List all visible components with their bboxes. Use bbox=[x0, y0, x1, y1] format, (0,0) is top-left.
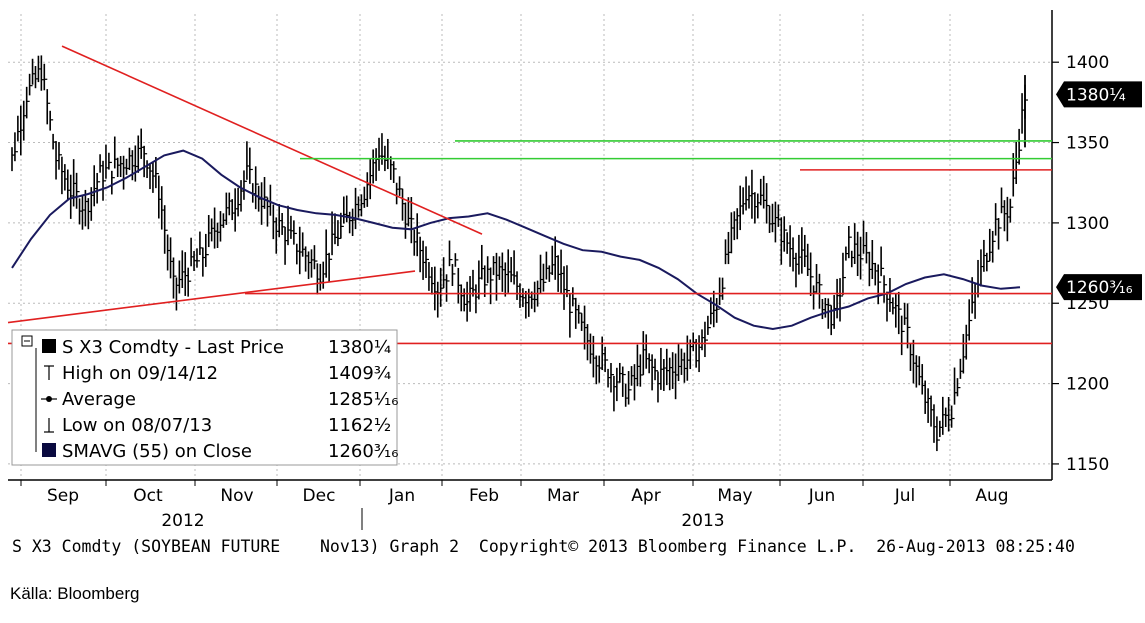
legend-box bbox=[11, 329, 398, 466]
x-tick-label: Mar bbox=[547, 486, 579, 506]
legend-value: 1409¾ bbox=[328, 363, 391, 384]
plot-frame bbox=[8, 10, 1053, 481]
x-tick-label: Jan bbox=[388, 486, 415, 506]
sma-line bbox=[11, 149, 1021, 331]
sma-series bbox=[11, 149, 1021, 331]
price-tag-box bbox=[1056, 274, 1142, 301]
legend: S X3 Comdty - Last Price 1380¼ High on 09/… bbox=[11, 329, 398, 466]
legend-marker-square bbox=[42, 339, 56, 353]
legend-label: High on 09/14/12 bbox=[62, 363, 218, 384]
y-tick-label: 1200 bbox=[1066, 375, 1109, 395]
x-tick-label: Jun bbox=[808, 486, 836, 506]
price-tags: 1380¼ 1260³⁄₁₆ bbox=[1056, 81, 1142, 301]
year-label: 2013 bbox=[681, 511, 724, 531]
y-tick-label: 1300 bbox=[1066, 214, 1109, 234]
trend-line bbox=[61, 45, 483, 235]
x-tick-label: Sep bbox=[47, 486, 79, 506]
x-tick-label: Oct bbox=[133, 486, 163, 506]
x-tick-label: Apr bbox=[631, 486, 660, 506]
legend-collapse-icon bbox=[21, 335, 33, 347]
x-tick-label: Aug bbox=[975, 486, 1008, 506]
price-tag-box bbox=[1056, 81, 1142, 108]
y-tick-label: 1150 bbox=[1066, 455, 1109, 475]
legend-label: Low on 08/07/13 bbox=[62, 415, 212, 436]
x-tick-label: Jul bbox=[894, 486, 916, 506]
x-axis: Sep Oct Nov Dec Jan Feb Mar Apr May Jun Jul Aug 2012… bbox=[20, 480, 1009, 531]
year-label: 2012 bbox=[161, 511, 204, 531]
x-tick-label: Nov bbox=[220, 486, 253, 506]
price-bars bbox=[11, 55, 1028, 452]
legend-value: 1285⅟₁₆ bbox=[328, 389, 398, 410]
x-tick-label: May bbox=[717, 486, 752, 506]
legend-value: 1260³⁄₁₆ bbox=[328, 441, 398, 462]
legend-label: SMAVG (55) on Close bbox=[62, 441, 252, 462]
x-tick-label: Feb bbox=[469, 486, 499, 506]
trend-line bbox=[7, 270, 416, 324]
price-tag-label: 1380¼ bbox=[1066, 85, 1126, 105]
legend-marker-average-dot bbox=[46, 396, 52, 402]
y-tick-label: 1350 bbox=[1066, 134, 1109, 154]
legend-value: 1162½ bbox=[328, 415, 391, 436]
legend-label: S X3 Comdty - Last Price bbox=[62, 337, 284, 358]
x-tick-label: Dec bbox=[303, 486, 336, 506]
source-note: Källa: Bloomberg bbox=[10, 584, 140, 603]
legend-label: Average bbox=[62, 389, 136, 410]
legend-marker-square bbox=[42, 443, 56, 457]
price-tag-label: 1260³⁄₁₆ bbox=[1066, 278, 1133, 298]
footer-caption: S X3 Comdty (SOYBEAN FUTURE Nov13) Graph… bbox=[12, 537, 1075, 556]
y-tick-label: 1400 bbox=[1066, 53, 1109, 73]
legend-value: 1380¼ bbox=[328, 337, 391, 358]
